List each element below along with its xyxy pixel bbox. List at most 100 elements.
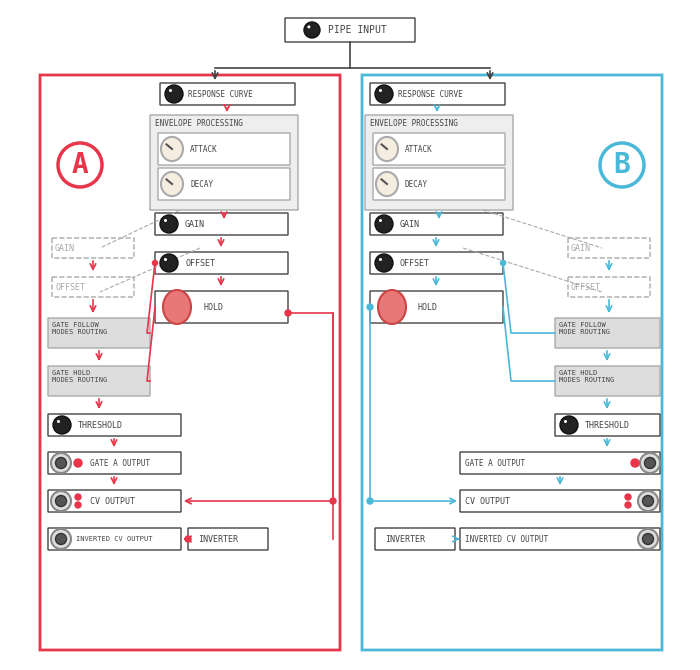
Circle shape: [643, 533, 654, 545]
Text: GAIN: GAIN: [571, 243, 591, 253]
Text: GATE FOLLOW
MODES ROUTING: GATE FOLLOW MODES ROUTING: [52, 322, 107, 334]
Text: GATE HOLD
MODES ROUTING: GATE HOLD MODES ROUTING: [52, 369, 107, 383]
FancyBboxPatch shape: [155, 291, 288, 323]
Ellipse shape: [163, 290, 191, 324]
Ellipse shape: [376, 137, 398, 161]
FancyBboxPatch shape: [555, 414, 660, 436]
Ellipse shape: [378, 290, 406, 324]
FancyBboxPatch shape: [40, 75, 340, 650]
Text: GAIN: GAIN: [185, 220, 205, 228]
Text: GAIN: GAIN: [55, 243, 75, 253]
Text: B: B: [614, 151, 631, 179]
Circle shape: [55, 496, 66, 507]
Text: HOLD: HOLD: [418, 302, 438, 312]
Circle shape: [379, 258, 382, 261]
Text: A: A: [71, 151, 88, 179]
Circle shape: [304, 22, 320, 38]
Circle shape: [643, 496, 654, 507]
Circle shape: [375, 254, 393, 272]
FancyBboxPatch shape: [555, 318, 660, 348]
FancyBboxPatch shape: [370, 252, 503, 274]
Circle shape: [564, 420, 567, 423]
Circle shape: [160, 254, 178, 272]
Ellipse shape: [161, 137, 183, 161]
Ellipse shape: [376, 172, 398, 196]
FancyBboxPatch shape: [460, 452, 660, 474]
FancyBboxPatch shape: [155, 213, 288, 235]
FancyBboxPatch shape: [48, 318, 150, 348]
FancyBboxPatch shape: [52, 277, 134, 297]
Circle shape: [640, 453, 660, 473]
Circle shape: [600, 143, 644, 187]
Text: PIPE INPUT: PIPE INPUT: [328, 25, 386, 35]
FancyBboxPatch shape: [373, 168, 505, 200]
FancyBboxPatch shape: [48, 414, 181, 436]
Circle shape: [51, 491, 71, 511]
Text: OFFSET: OFFSET: [571, 283, 601, 291]
Text: THRESHOLD: THRESHOLD: [78, 421, 123, 429]
FancyBboxPatch shape: [555, 366, 660, 396]
Circle shape: [164, 219, 167, 222]
FancyBboxPatch shape: [158, 168, 290, 200]
FancyBboxPatch shape: [370, 83, 505, 105]
Circle shape: [53, 416, 71, 434]
Circle shape: [55, 458, 66, 468]
Circle shape: [58, 143, 102, 187]
FancyBboxPatch shape: [48, 366, 150, 396]
Text: THRESHOLD: THRESHOLD: [585, 421, 630, 429]
Circle shape: [57, 420, 60, 423]
Text: INVERTER: INVERTER: [385, 535, 425, 543]
Text: INVERTED CV OUTPUT: INVERTED CV OUTPUT: [465, 535, 548, 543]
Text: ATTACK: ATTACK: [190, 145, 218, 153]
Text: ENVELOPE PROCESSING: ENVELOPE PROCESSING: [155, 119, 243, 127]
FancyBboxPatch shape: [568, 277, 650, 297]
Circle shape: [379, 89, 382, 92]
FancyBboxPatch shape: [285, 18, 415, 42]
Circle shape: [500, 261, 505, 265]
Text: INVERTER: INVERTER: [198, 535, 238, 543]
Text: ENVELOPE PROCESSING: ENVELOPE PROCESSING: [370, 119, 458, 127]
FancyBboxPatch shape: [365, 115, 513, 210]
Circle shape: [164, 258, 167, 261]
FancyBboxPatch shape: [370, 291, 503, 323]
Text: DECAY: DECAY: [405, 180, 428, 188]
FancyBboxPatch shape: [375, 528, 455, 550]
Circle shape: [165, 85, 183, 103]
Circle shape: [631, 459, 639, 467]
FancyBboxPatch shape: [150, 115, 298, 210]
Circle shape: [75, 502, 81, 508]
Circle shape: [51, 453, 71, 473]
Circle shape: [645, 458, 655, 468]
Circle shape: [638, 491, 658, 511]
Text: GATE A OUTPUT: GATE A OUTPUT: [465, 458, 525, 468]
Circle shape: [75, 494, 81, 500]
Text: GATE FOLLOW
MODE ROUTING: GATE FOLLOW MODE ROUTING: [559, 322, 610, 334]
Circle shape: [185, 536, 191, 542]
Text: CV OUTPUT: CV OUTPUT: [90, 496, 135, 505]
Text: OFFSET: OFFSET: [400, 259, 430, 267]
Text: GATE A OUTPUT: GATE A OUTPUT: [90, 458, 150, 468]
Circle shape: [625, 494, 631, 500]
FancyBboxPatch shape: [373, 133, 505, 165]
Text: OFFSET: OFFSET: [185, 259, 215, 267]
Circle shape: [625, 502, 631, 508]
Circle shape: [638, 529, 658, 549]
Circle shape: [55, 533, 66, 545]
Circle shape: [153, 261, 158, 265]
Text: ATTACK: ATTACK: [405, 145, 433, 153]
Circle shape: [160, 215, 178, 233]
Circle shape: [74, 459, 82, 467]
Text: RESPONSE CURVE: RESPONSE CURVE: [398, 90, 463, 98]
Circle shape: [285, 310, 291, 316]
Text: OFFSET: OFFSET: [55, 283, 85, 291]
Text: CV OUTPUT: CV OUTPUT: [465, 496, 510, 505]
Circle shape: [375, 85, 393, 103]
FancyBboxPatch shape: [460, 490, 660, 512]
Circle shape: [367, 304, 373, 310]
Text: GAIN: GAIN: [400, 220, 420, 228]
Text: GATE HOLD
MODES ROUTING: GATE HOLD MODES ROUTING: [559, 369, 614, 383]
FancyBboxPatch shape: [158, 133, 290, 165]
Text: RESPONSE CURVE: RESPONSE CURVE: [188, 90, 253, 98]
Circle shape: [379, 219, 382, 222]
Circle shape: [169, 89, 172, 92]
